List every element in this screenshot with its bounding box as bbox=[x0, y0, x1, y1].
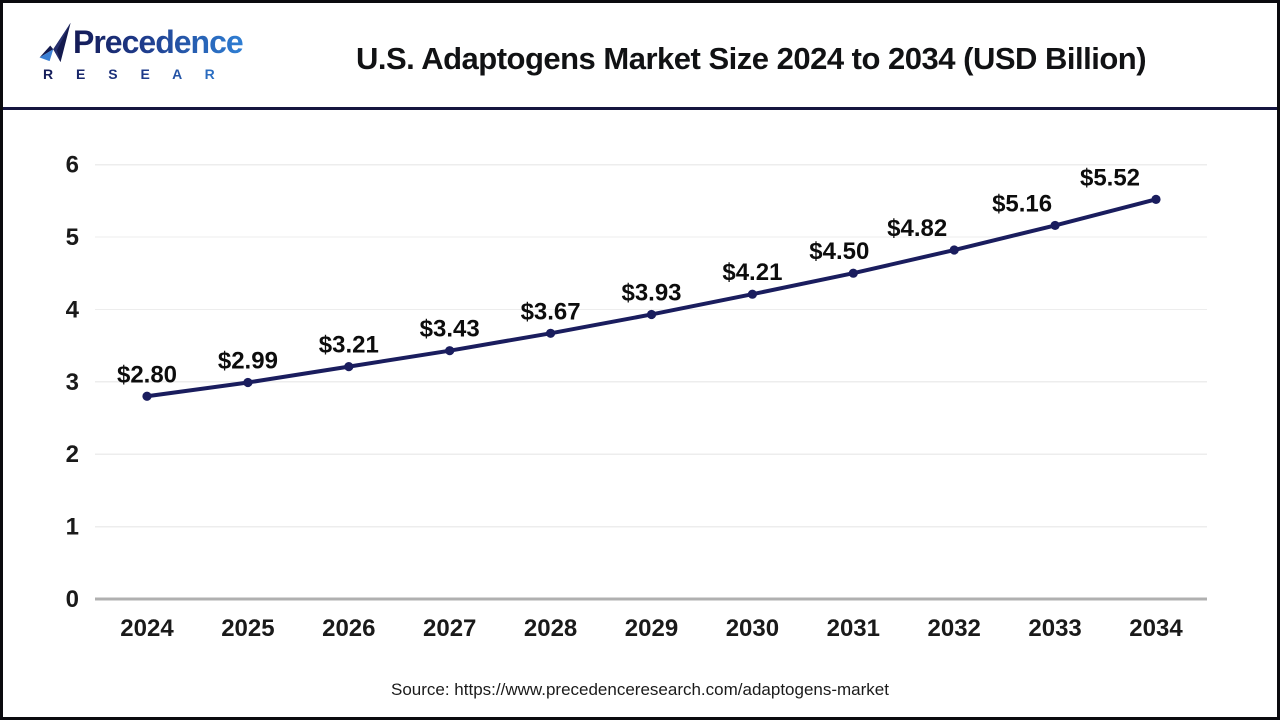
data-point-marker bbox=[848, 268, 858, 278]
data-point-label: $4.50 bbox=[809, 238, 869, 265]
x-tick-label: 2028 bbox=[524, 615, 577, 642]
data-point-marker bbox=[142, 391, 152, 401]
x-tick-label: 2024 bbox=[120, 615, 174, 642]
logo-subtitle: R E S E A R C H bbox=[37, 66, 281, 82]
x-tick-label: 2032 bbox=[928, 615, 981, 642]
line-chart: 0 1 2 3 4 5 6 2024 2025 2026 2027 2028 2029 2030 2031 2… bbox=[66, 152, 1207, 642]
y-tick-label: 4 bbox=[66, 296, 80, 323]
data-point-label: $2.80 bbox=[117, 361, 177, 388]
x-tick-label: 2030 bbox=[726, 615, 779, 642]
data-point-label: $3.21 bbox=[319, 332, 379, 359]
data-point-label: $3.43 bbox=[420, 316, 480, 343]
data-point-label: $2.99 bbox=[218, 348, 278, 375]
header: Precedence R E S E A R C H U.S. Adaptoge… bbox=[3, 3, 1277, 110]
data-point-marker bbox=[949, 245, 959, 255]
data-point-label: $5.52 bbox=[1080, 164, 1140, 191]
x-tick-label: 2034 bbox=[1129, 615, 1183, 642]
y-tick-label: 6 bbox=[66, 152, 79, 179]
data-point-label: $3.93 bbox=[621, 279, 681, 306]
y-tick-label: 2 bbox=[66, 441, 79, 468]
y-tick-label: 3 bbox=[66, 369, 79, 396]
data-point-marker bbox=[243, 377, 253, 388]
x-tick-label: 2025 bbox=[221, 615, 274, 642]
y-tick-label: 5 bbox=[66, 224, 79, 251]
data-point-label: $3.67 bbox=[521, 298, 581, 325]
header-divider bbox=[3, 107, 1277, 110]
data-point-marker bbox=[1050, 220, 1060, 231]
page-title: U.S. Adaptogens Market Size 2024 to 2034… bbox=[355, 41, 1147, 76]
data-point-marker bbox=[1151, 194, 1161, 204]
data-point-label: $5.16 bbox=[992, 190, 1052, 217]
x-tick-label: 2031 bbox=[827, 615, 880, 642]
data-point-marker bbox=[546, 328, 556, 338]
data-point-label: $4.21 bbox=[722, 259, 782, 286]
x-tick-label: 2027 bbox=[423, 615, 476, 642]
data-point-marker bbox=[445, 346, 455, 356]
y-tick-label: 1 bbox=[66, 514, 79, 541]
data-point-label: $4.82 bbox=[887, 215, 947, 242]
x-tick-label: 2026 bbox=[322, 615, 375, 642]
data-point-marker bbox=[747, 289, 758, 299]
precedence-research-logo: Precedence R E S E A R C H bbox=[37, 21, 281, 82]
x-tick-label: 2029 bbox=[625, 615, 678, 642]
data-point-marker bbox=[646, 309, 657, 320]
x-tick-label: 2033 bbox=[1028, 615, 1081, 642]
logo-wordmark: Precedence bbox=[73, 24, 244, 60]
y-tick-label: 0 bbox=[66, 586, 79, 613]
data-point-marker bbox=[344, 361, 354, 372]
paper-plane-icon bbox=[39, 22, 71, 63]
source-text: Source: https://www.precedenceresearch.c… bbox=[391, 680, 889, 699]
